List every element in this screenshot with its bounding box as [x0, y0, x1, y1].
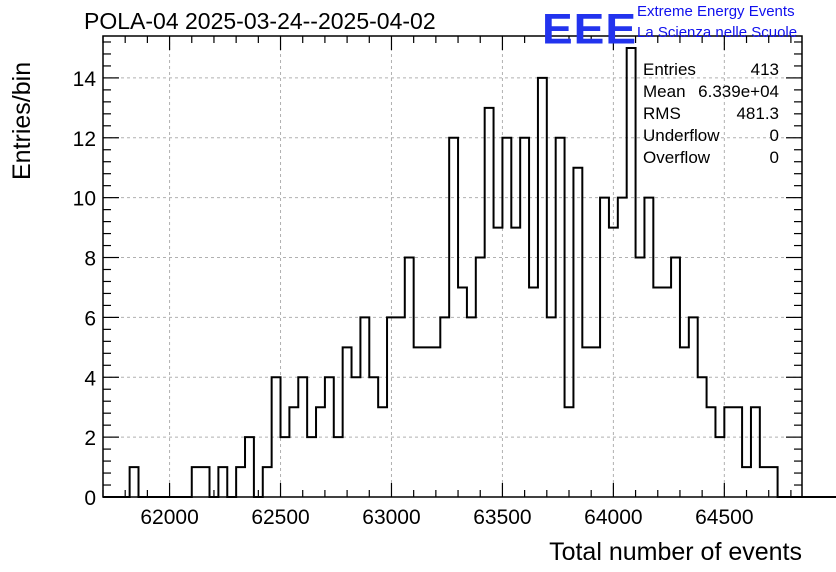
axis-ticks [102, 36, 802, 498]
y-tick-label: 12 [73, 128, 96, 151]
stat-label: Entries [643, 60, 696, 79]
stat-row-underflow: Underflow 0 [643, 126, 779, 148]
x-axis-label: Total number of events [549, 538, 802, 566]
x-tick-label: 62000 [140, 506, 198, 529]
stat-row-rms: RMS 481.3 [643, 104, 779, 126]
histogram-line [103, 46, 836, 498]
stat-label: Underflow [643, 126, 720, 145]
stat-value: 481.3 [736, 104, 779, 123]
stat-label: RMS [643, 104, 681, 123]
y-tick-label: 10 [73, 188, 96, 211]
stat-label: Mean [643, 82, 686, 101]
y-tick-label: 0 [84, 487, 96, 510]
y-tick-label: 2 [84, 427, 96, 450]
tick-labels: 62000 62500 63000 63500 64000 64500 0 2 4 6 8 10 12 1… [73, 68, 754, 529]
y-axis-label: Entries/bin [8, 61, 36, 180]
stat-label: Overflow [643, 148, 711, 167]
stat-row-entries: Entries 413 [643, 60, 779, 82]
stat-row-mean: Mean 6.339e+04 [643, 82, 779, 104]
y-tick-label: 6 [84, 307, 96, 330]
stat-value: 0 [769, 148, 779, 167]
y-tick-label: 4 [84, 367, 96, 390]
y-tick-label: 14 [73, 68, 97, 91]
x-tick-label: 63500 [473, 506, 531, 529]
logo-line-1: Extreme Energy Events [637, 3, 795, 20]
chart-title: POLA-04 2025-03-24--2025-04-02 [84, 8, 436, 34]
x-tick-label: 64000 [584, 506, 642, 529]
x-tick-label: 62500 [251, 506, 309, 529]
stat-value: 0 [769, 126, 779, 145]
eee-logo: EEE [542, 5, 638, 53]
logo-line-2: La Scienza nelle Scuole [637, 24, 798, 41]
stat-value: 6.339e+04 [698, 82, 779, 101]
x-tick-label: 64500 [695, 506, 753, 529]
x-tick-label: 63000 [362, 506, 420, 529]
plot-frame [102, 35, 803, 498]
stat-row-overflow: Overflow 0 [643, 148, 779, 170]
stats-box: Entries 413 Mean 6.339e+04 RMS 481.3 Und… [643, 60, 779, 170]
y-tick-label: 8 [84, 248, 96, 271]
stat-value: 413 [750, 60, 779, 79]
